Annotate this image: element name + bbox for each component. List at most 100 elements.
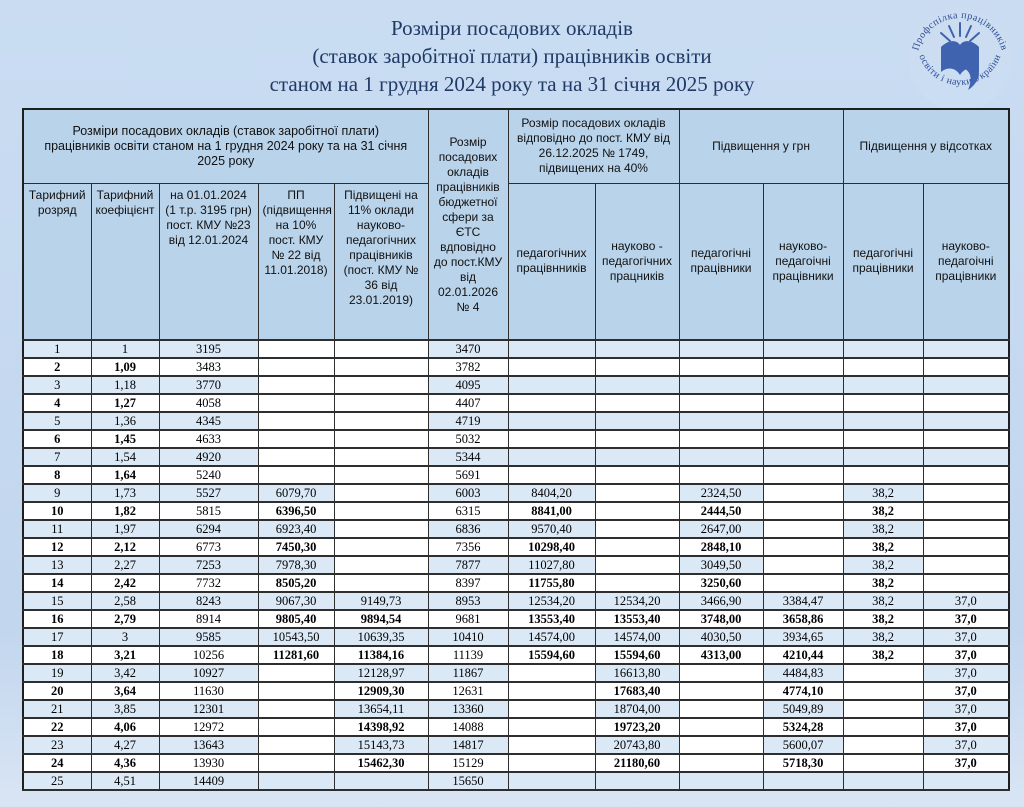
table-cell	[922, 357, 1010, 377]
table-row: 2 1,09 3483 3782	[22, 357, 1010, 377]
union-logo: Профспілка працівників · освіти і науки …	[906, 5, 1012, 111]
table-row: 23 4,27 13643 15143,73 14817 20743,80 5600,07 3…	[22, 735, 1010, 755]
table-cell: 3470	[427, 339, 509, 359]
table-cell: 18704,00	[594, 699, 680, 719]
table-cell: 15	[22, 591, 92, 611]
table-cell	[842, 753, 924, 773]
table-cell: 3934,65	[762, 627, 844, 647]
table-cell	[257, 411, 335, 431]
table-cell: 38,2	[842, 627, 924, 647]
table-cell	[922, 465, 1010, 485]
table-cell	[842, 735, 924, 755]
table-cell	[678, 771, 764, 791]
table-cell: 5815	[158, 501, 259, 521]
table-cell	[333, 375, 429, 395]
table-row: 11 1,97 6294 6923,40 6836 9570,40 2647,00 38,2	[22, 519, 1010, 539]
table-cell	[333, 501, 429, 521]
table-cell: 37,0	[922, 681, 1010, 701]
table-cell: 12631	[427, 681, 509, 701]
table-cell: 12534,20	[594, 591, 680, 611]
table-cell	[257, 717, 335, 737]
table-cell	[842, 681, 924, 701]
table-cell: 4345	[158, 411, 259, 431]
table-cell	[507, 465, 596, 485]
table-cell: 3	[90, 627, 160, 647]
table-cell: 5600,07	[762, 735, 844, 755]
table-row: 12 2,12 6773 7450,30 7356 10298,40 2848,10 38,2	[22, 537, 1010, 557]
table-cell	[842, 771, 924, 791]
table-cell	[922, 501, 1010, 521]
table-cell	[507, 339, 596, 359]
page-title-line1: Розміри посадових окладів	[391, 16, 633, 40]
table-cell: 11	[22, 519, 92, 539]
table-row: 18 3,21 10256 11281,60 11384,16 11139 15594,60…	[22, 645, 1010, 665]
table-cell: 37,0	[922, 717, 1010, 737]
table-cell: 1,09	[90, 357, 160, 377]
table-cell	[762, 537, 844, 557]
table-cell: 5344	[427, 447, 509, 467]
table-cell: 8404,20	[507, 483, 596, 503]
table-cell: 13654,11	[333, 699, 429, 719]
col-header-pidvyshcheni-11-percent: Підвищені на 11% оклади науково-педагогі…	[333, 182, 429, 341]
table-cell: 3	[22, 375, 92, 395]
table-cell: 23	[22, 735, 92, 755]
header-group-row: Розміри посадових окладів (ставок заробі…	[22, 108, 1010, 341]
book-emblem-icon	[940, 22, 980, 90]
table-cell: 38,2	[842, 537, 924, 557]
table-cell	[922, 411, 1010, 431]
table-cell: 12534,20	[507, 591, 596, 611]
table-cell	[922, 555, 1010, 575]
table-cell: 9570,40	[507, 519, 596, 539]
table-row: 21 3,85 12301 13654,11 13360 18704,00 5049,89 3…	[22, 699, 1010, 719]
table-cell: 8914	[158, 609, 259, 629]
table-cell: 10927	[158, 663, 259, 683]
table-cell: 4	[22, 393, 92, 413]
table-cell: 4,06	[90, 717, 160, 737]
table-cell	[333, 555, 429, 575]
col-header-taryfnyi-koefitsiient: Тарифний коефіцієнт	[90, 182, 160, 341]
table-cell: 9894,54	[333, 609, 429, 629]
table-row: 25 4,51 14409 15650	[22, 771, 1010, 791]
table-cell: 2	[22, 357, 92, 377]
table-cell: 12972	[158, 717, 259, 737]
table-cell	[333, 465, 429, 485]
table-cell: 5240	[158, 465, 259, 485]
table-cell: 7253	[158, 555, 259, 575]
table-cell	[333, 339, 429, 359]
table-cell	[257, 339, 335, 359]
table-cell: 15650	[427, 771, 509, 791]
table-cell: 11027,80	[507, 555, 596, 575]
table-cell	[333, 573, 429, 593]
table-cell: 6079,70	[257, 483, 335, 503]
table-cell	[333, 483, 429, 503]
table-cell: 15594,60	[594, 645, 680, 665]
table-cell: 6294	[158, 519, 259, 539]
table-cell: 4313,00	[678, 645, 764, 665]
table-cell: 18	[22, 645, 92, 665]
table-cell	[507, 699, 596, 719]
table-cell: 4774,10	[762, 681, 844, 701]
table-cell	[333, 429, 429, 449]
salary-table: Розміри посадових окладів (ставок заробі…	[22, 108, 1011, 791]
col-header-etc-oklad: Розмір посадових окладів працівників бюд…	[427, 108, 509, 341]
table-cell: 4920	[158, 447, 259, 467]
table-cell: 10	[22, 501, 92, 521]
table-cell: 3770	[158, 375, 259, 395]
table-cell	[594, 447, 680, 467]
table-row: 20 3,64 11630 12909,30 12631 17683,40 4774,10 3…	[22, 681, 1010, 701]
table-cell: 14409	[158, 771, 259, 791]
table-cell: 10639,35	[333, 627, 429, 647]
table-cell	[678, 699, 764, 719]
table-cell	[762, 519, 844, 539]
table-cell: 6773	[158, 537, 259, 557]
table-cell: 5324,28	[762, 717, 844, 737]
table-cell: 8505,20	[257, 573, 335, 593]
col-header-nauk-ped-pratsivnykiv-40: науково - педагогічних працників	[594, 182, 680, 341]
table-cell: 13553,40	[507, 609, 596, 629]
table-cell: 2324,50	[678, 483, 764, 503]
table-cell: 37,0	[922, 663, 1010, 683]
table-cell: 2,58	[90, 591, 160, 611]
table-cell: 9681	[427, 609, 509, 629]
table-cell	[678, 465, 764, 485]
